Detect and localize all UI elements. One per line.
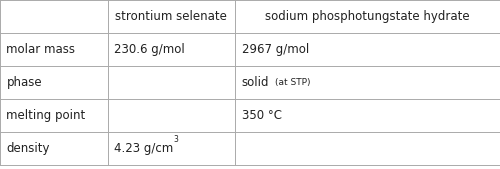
Text: density: density	[6, 142, 50, 155]
Text: melting point: melting point	[6, 109, 86, 122]
Text: phase: phase	[6, 76, 42, 89]
Text: 3: 3	[174, 135, 178, 143]
Text: 2967 g/mol: 2967 g/mol	[242, 43, 309, 56]
Text: molar mass: molar mass	[6, 43, 75, 56]
Text: 230.6 g/mol: 230.6 g/mol	[114, 43, 185, 56]
Text: strontium selenate: strontium selenate	[116, 10, 227, 23]
Text: (at STP): (at STP)	[275, 78, 310, 87]
Text: 4.23 g/cm: 4.23 g/cm	[114, 142, 174, 155]
Text: solid: solid	[242, 76, 269, 89]
Text: sodium phosphotungstate hydrate: sodium phosphotungstate hydrate	[265, 10, 470, 23]
Text: 350 °C: 350 °C	[242, 109, 282, 122]
